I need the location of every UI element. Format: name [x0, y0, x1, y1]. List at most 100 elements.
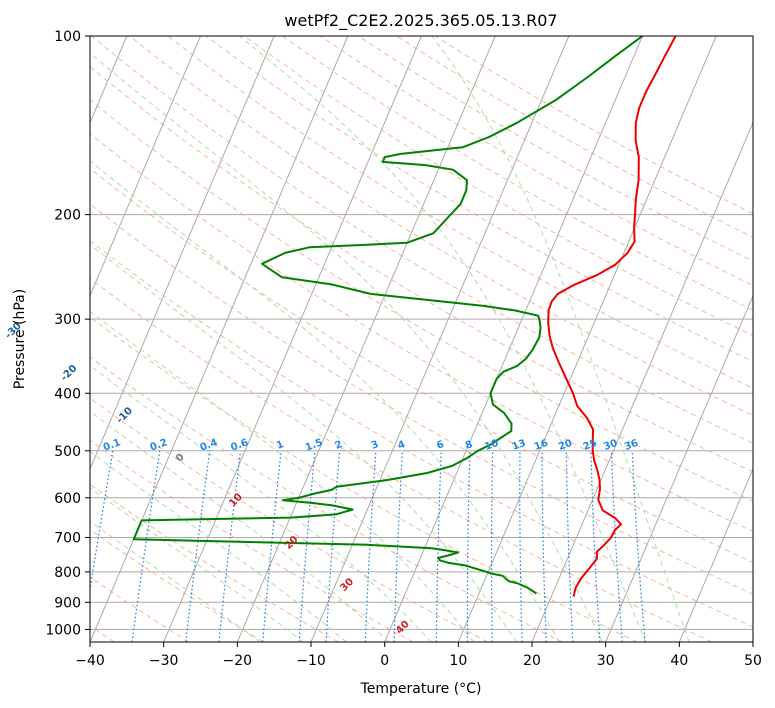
- x-tick-label: 10: [449, 653, 467, 669]
- dry-adiabat-line: [91, 36, 753, 444]
- dry-adiabat-line: [167, 36, 753, 389]
- y-tick-label: 800: [54, 565, 81, 581]
- isotherm-line: [90, 36, 349, 642]
- dry-adiabat-line: [282, 36, 753, 311]
- moist-adiabat-line: [90, 365, 432, 642]
- y-tick-label: 400: [54, 386, 81, 402]
- mixing-ratio-label: 16: [533, 438, 550, 453]
- dry-adiabat-line: [434, 36, 753, 215]
- mixing-ratio-line: [131, 450, 161, 642]
- dry-adiabat-line: [90, 356, 563, 642]
- mixing-ratio-line: [490, 450, 494, 642]
- isotherm-line: [752, 640, 753, 642]
- y-tick-label: 100: [54, 29, 81, 45]
- chart-title: wetPf2_C2E2.2025.365.05.13.R07: [284, 11, 557, 31]
- moist-adiabat-line: [90, 520, 261, 642]
- dry-adiabat-line: [90, 133, 753, 532]
- mixing-ratio-label: 8: [464, 439, 474, 452]
- dry-adiabat-line: [90, 483, 339, 642]
- moist-adiabat-line: [90, 451, 347, 642]
- moist-adiabat-line: [431, 36, 690, 642]
- dry-adiabat-line: [90, 240, 753, 628]
- mixing-ratio-line: [364, 450, 377, 642]
- adiabat-label: 10: [227, 492, 245, 510]
- temperature-line: [547, 36, 677, 597]
- mixing-ratio-label: 13: [511, 438, 528, 453]
- y-axis: 100 200 300 400 500 600 700 800 900 1000: [45, 29, 90, 638]
- y-tick-label: 200: [54, 208, 81, 224]
- mixing-ratio-label: 3: [370, 439, 380, 452]
- dry-adiabat-line: [90, 203, 753, 595]
- adiabat-label: 40: [394, 619, 412, 637]
- adiabat-label: 0: [174, 452, 187, 465]
- mixing-ratio-label: 10: [483, 438, 500, 453]
- mixing-ratio-line: [631, 450, 646, 642]
- y-tick-label: 900: [54, 595, 81, 611]
- x-tick-label: 0: [380, 653, 389, 669]
- x-axis: −40 −30 −20 −10 0 10 20 30 40 50: [75, 642, 762, 669]
- mixing-ratio-label: 25: [582, 438, 599, 453]
- x-tick-label: −20: [223, 653, 253, 669]
- dry-adiabat-line: [129, 36, 753, 416]
- adiabat-label: 30: [339, 576, 357, 594]
- mixing-ratio-line: [466, 450, 471, 642]
- dry-adiabat-line: [90, 316, 638, 642]
- isotherm-line: [90, 36, 201, 297]
- y-tick-label: 300: [54, 312, 81, 328]
- mixing-ratio-line: [610, 450, 623, 642]
- adiabat-label: 20: [283, 534, 301, 552]
- moist-adiabat-line: [239, 36, 647, 642]
- y-tick-label: 500: [54, 444, 81, 460]
- x-tick-label: 20: [523, 653, 541, 669]
- mixing-ratio-line: [90, 450, 114, 594]
- isotherm-line: [531, 121, 753, 642]
- dry-adiabat-line: [90, 277, 712, 642]
- moist-adiabat-line: [90, 410, 390, 642]
- mixing-ratio-line: [185, 450, 211, 642]
- mixing-ratio-label: 30: [602, 438, 619, 453]
- isotherm-line: [384, 36, 643, 642]
- isotherm-line: [90, 36, 275, 471]
- mixing-ratio-line: [435, 450, 442, 642]
- y-tick-label: 700: [54, 531, 81, 547]
- mixing-ratio-line: [325, 450, 341, 642]
- dewpoint-line: [132, 36, 644, 595]
- dry-adiabat-line: [90, 576, 190, 642]
- dry-adiabat-line: [205, 36, 753, 363]
- mixing-ratio-line: [519, 450, 523, 642]
- mixing-ratio-line: [590, 450, 601, 642]
- adiabat-label: -10: [115, 405, 136, 426]
- mixing-ratio-line: [218, 450, 242, 642]
- mixing-ratio-label: 4: [396, 439, 406, 452]
- x-tick-label: −40: [75, 653, 105, 669]
- mixing-ratio-label: 20: [557, 438, 574, 453]
- plot-frame: [89, 35, 754, 643]
- mixing-ratio-label: 6: [435, 439, 445, 452]
- adiabat-label: -20: [59, 363, 80, 384]
- moist-adiabat-line: [90, 487, 304, 642]
- mixing-ratio-line: [565, 450, 574, 642]
- x-tick-label: 50: [744, 653, 762, 669]
- mixing-ratio-line: [262, 450, 282, 642]
- profile-lines: [132, 36, 677, 597]
- y-axis-label: Pressure (hPa): [12, 289, 28, 389]
- dry-adiabat-line: [90, 397, 488, 642]
- x-tick-label: −10: [296, 653, 326, 669]
- isotherm-line: [457, 36, 717, 642]
- mixing-ratio-label: 1: [275, 439, 285, 452]
- background-lines: [90, 36, 753, 642]
- x-tick-label: −30: [149, 653, 179, 669]
- isotherm-line: [236, 36, 496, 642]
- isotherm-line: [678, 467, 753, 642]
- mixing-ratio-label: 36: [623, 438, 640, 453]
- dry-adiabat-line: [90, 439, 414, 642]
- x-axis-label: Temperature (°C): [360, 681, 482, 697]
- mixing-ratio-label: 2: [334, 439, 344, 452]
- y-tick-label: 600: [54, 491, 81, 507]
- x-tick-label: 40: [670, 653, 688, 669]
- moist-adiabat-line: [90, 52, 603, 642]
- x-tick-label: 30: [597, 653, 615, 669]
- moist-adiabat-line: [90, 243, 517, 642]
- y-tick-label: 1000: [45, 622, 81, 638]
